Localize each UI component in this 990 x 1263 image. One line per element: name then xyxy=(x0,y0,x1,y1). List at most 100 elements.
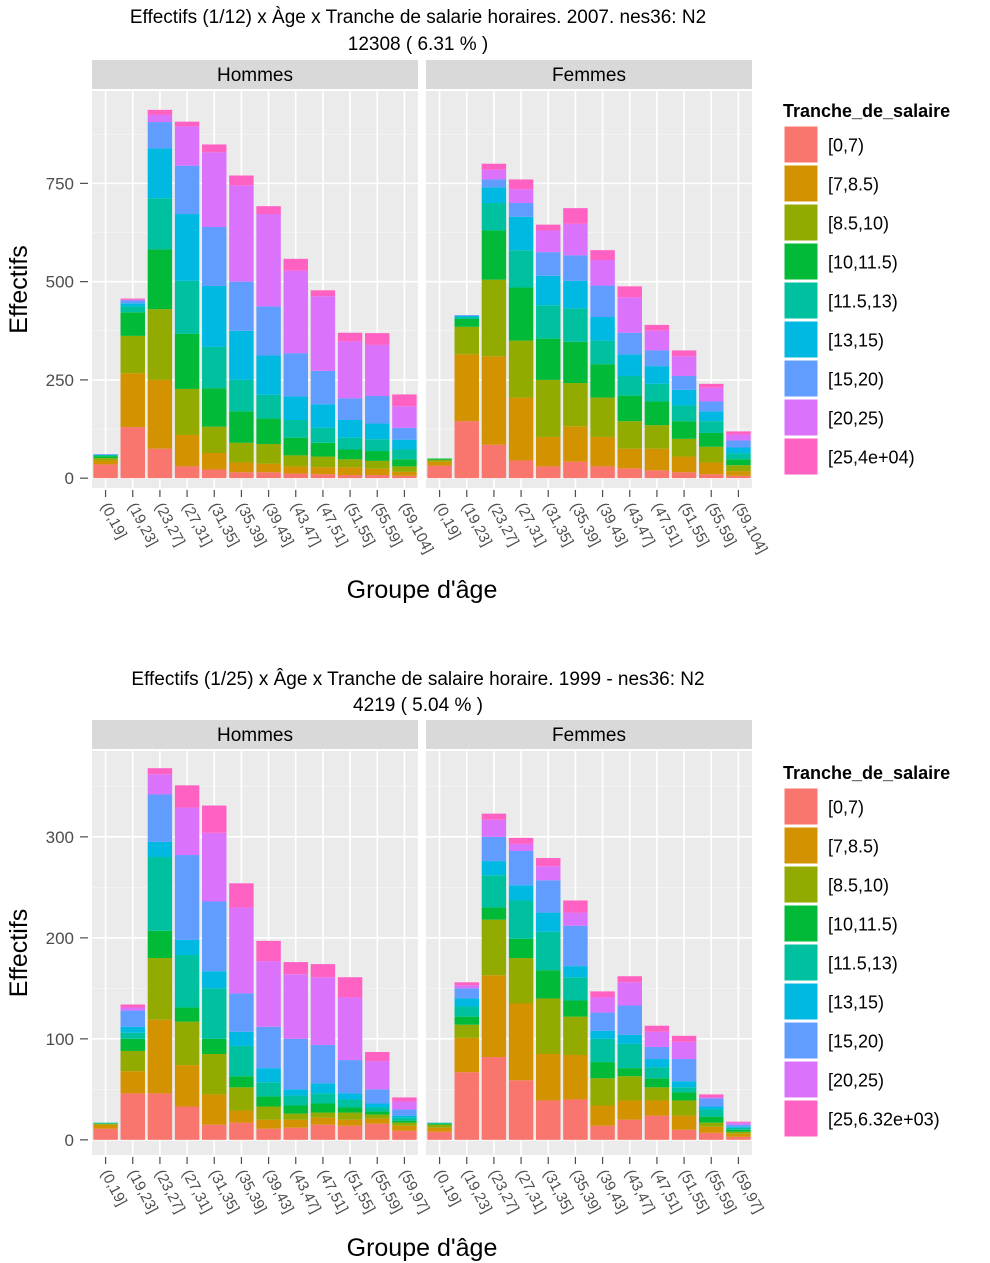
bar-segment xyxy=(229,462,254,473)
bar-segment xyxy=(699,1126,724,1133)
bar-segment xyxy=(481,279,507,357)
bar-segment xyxy=(174,466,200,479)
x-tick-label: (0,19] xyxy=(431,1167,464,1209)
bar-segment xyxy=(699,474,724,479)
bar-segment xyxy=(283,466,308,474)
bar-segment xyxy=(699,1109,724,1117)
bar-segment xyxy=(699,421,724,433)
bar-segment xyxy=(644,366,670,384)
bar-segment xyxy=(508,900,534,939)
bar-segment xyxy=(365,423,390,440)
bar-segment xyxy=(365,396,390,424)
bar-segment xyxy=(536,379,561,437)
bar-segment xyxy=(256,1119,281,1129)
bar-segment xyxy=(617,395,642,422)
bar-segment xyxy=(147,448,173,479)
bar-segment xyxy=(310,964,336,978)
bar-segment xyxy=(644,383,670,402)
bar-segment xyxy=(392,394,417,407)
bar-segment xyxy=(174,214,200,281)
bar-segment xyxy=(147,841,173,858)
legend-title: Tranche_de_salaire xyxy=(783,101,950,121)
bar-segment xyxy=(671,438,697,457)
bar-segment xyxy=(699,387,724,402)
bar-segment xyxy=(147,379,173,449)
bar-segment xyxy=(536,858,561,867)
bar-segment xyxy=(508,1003,534,1081)
bar-segment xyxy=(229,1045,254,1077)
bar-segment xyxy=(229,185,254,282)
bar-segment xyxy=(202,1054,227,1095)
y-tick-label: 100 xyxy=(46,1030,74,1049)
bar-segment xyxy=(229,1122,254,1140)
bar-segment xyxy=(590,340,615,365)
bar-segment xyxy=(147,198,173,250)
bar-segment xyxy=(617,1043,642,1069)
legend-label: [0,7) xyxy=(828,798,864,818)
bar-segment xyxy=(120,1093,145,1140)
bar-segment xyxy=(365,1103,390,1108)
bar-segment xyxy=(726,447,751,454)
facet-strip xyxy=(92,60,418,89)
bar-segment xyxy=(536,880,561,913)
bar-segment xyxy=(644,324,670,331)
bar-segment xyxy=(617,1076,642,1101)
bar-segment xyxy=(481,813,507,820)
bar-segment xyxy=(454,326,479,355)
bar-segment xyxy=(120,300,145,304)
bar-segment xyxy=(120,335,145,374)
bar-segment xyxy=(120,1032,145,1039)
bar-segment xyxy=(256,206,281,215)
facet-strip xyxy=(426,60,752,89)
bar-segment xyxy=(671,421,697,439)
bar-segment xyxy=(337,1112,363,1120)
bar-segment xyxy=(283,1089,308,1096)
bar-segment xyxy=(229,1076,254,1088)
bar-segment xyxy=(310,404,336,428)
bar-segment xyxy=(365,1051,390,1062)
bar-segment xyxy=(120,299,145,301)
bar-segment xyxy=(202,832,227,902)
x-tick-label: (0,19] xyxy=(97,500,130,542)
bar-segment xyxy=(590,1062,615,1079)
bar-segment xyxy=(671,456,697,473)
y-tick-label: 500 xyxy=(46,273,74,292)
bar-segment xyxy=(256,472,281,479)
chart-2: Effectifs (1/25) x Âge x Tranche de sala… xyxy=(5,668,950,1262)
bar-segment xyxy=(337,977,363,998)
y-tick-label: 200 xyxy=(46,929,74,948)
bar-segment xyxy=(508,250,534,288)
bar-segment xyxy=(508,843,534,851)
bar-segment xyxy=(671,1059,697,1082)
bar-segment xyxy=(283,1095,308,1106)
bar-segment xyxy=(93,1123,118,1125)
bar-segment xyxy=(481,836,507,862)
bar-segment xyxy=(174,434,200,467)
legend-key xyxy=(783,1060,819,1099)
bar-segment xyxy=(283,353,308,397)
bar-segment xyxy=(147,114,173,123)
bar-segment xyxy=(536,275,561,306)
bar-segment xyxy=(671,1081,697,1088)
bar-segment xyxy=(256,1082,281,1097)
panel-hommes: Hommes(0,19](19,23](23,27](27,31](31,35]… xyxy=(92,720,433,1216)
legend-key xyxy=(783,904,819,943)
bar-segment xyxy=(392,449,417,460)
bar-segment xyxy=(229,281,254,331)
bar-segment xyxy=(174,165,200,215)
bar-segment xyxy=(147,958,173,1020)
bar-segment xyxy=(454,982,479,986)
bar-segment xyxy=(617,1100,642,1120)
legend-label: [20,25) xyxy=(828,1071,884,1091)
bar-segment xyxy=(590,1030,615,1039)
bar-segment xyxy=(590,317,615,341)
bar-segment xyxy=(93,460,118,465)
bar-segment xyxy=(283,396,308,420)
bar-segment xyxy=(337,459,363,468)
bar-segment xyxy=(93,1122,118,1124)
bar-segment xyxy=(93,454,118,457)
bar-segment xyxy=(310,1093,336,1104)
bar-segment xyxy=(337,1119,363,1126)
bar-segment xyxy=(644,1067,670,1079)
bar-segment xyxy=(590,250,615,261)
